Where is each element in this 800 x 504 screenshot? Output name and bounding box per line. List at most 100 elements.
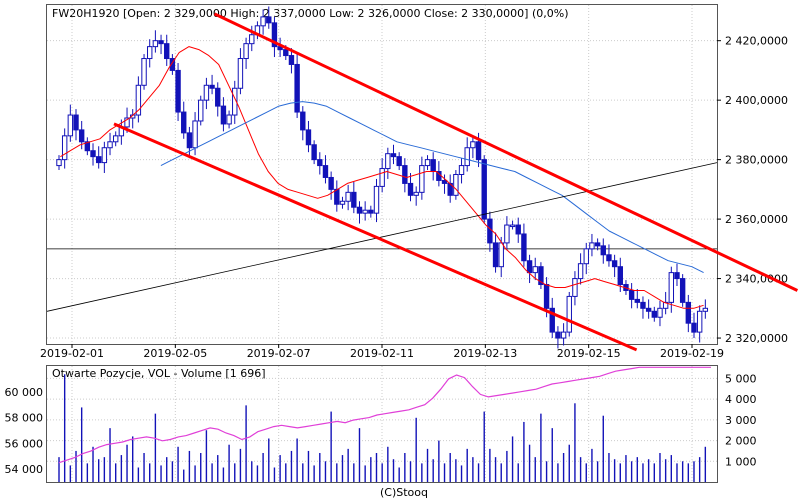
candle-body xyxy=(249,34,255,45)
price-y-tick-label: 2 420,0000 xyxy=(725,35,788,48)
candle-body xyxy=(175,69,181,113)
oi-y-tick-label: 58 000 xyxy=(5,412,44,425)
sma-fast-line xyxy=(60,46,704,309)
x-tick-label: 2019-02-15 xyxy=(557,347,621,360)
price-grid xyxy=(47,5,717,344)
x-tick-label: 2019-02-13 xyxy=(453,347,517,360)
open-interest-line xyxy=(58,366,711,464)
candle-body xyxy=(549,307,555,333)
candle-body xyxy=(322,165,329,178)
candle-body xyxy=(696,310,703,333)
price-y-axis: 2 320,0000 2 340,0000 2 360,0000 2 380,0000… xyxy=(717,35,788,345)
candle-body xyxy=(95,156,102,164)
candle-body xyxy=(294,63,300,113)
volume-y-tick-label: 3 000 xyxy=(725,414,757,427)
candle-body xyxy=(215,87,221,107)
candle-body xyxy=(572,278,578,297)
candle-body xyxy=(430,159,436,173)
x-tick-label: 2019-02-01 xyxy=(40,347,104,360)
volume-series xyxy=(58,366,711,482)
candle-body xyxy=(271,22,278,48)
candle-body xyxy=(634,298,640,303)
candle-body xyxy=(305,129,312,146)
candle-body xyxy=(685,301,692,324)
candle-body xyxy=(260,16,266,27)
price-series xyxy=(46,6,799,352)
candle-body xyxy=(390,153,397,158)
candle-body xyxy=(288,55,295,65)
candle-body xyxy=(84,141,91,152)
volume-y-axes: 54 000 56 000 58 000 60 000 1 000 2 000 3 000 4… xyxy=(5,372,757,476)
x-tick-label: 2019-02-07 xyxy=(247,347,311,360)
candle-body xyxy=(164,43,170,60)
candle-body xyxy=(169,58,176,71)
candle-body xyxy=(243,43,249,60)
candle-body xyxy=(152,40,159,48)
candle-body xyxy=(56,159,62,167)
candle-body xyxy=(147,46,153,60)
candle-body xyxy=(345,191,351,202)
candle-body xyxy=(521,233,527,262)
candle-body xyxy=(351,191,357,208)
candle-body xyxy=(674,272,680,280)
candle-body xyxy=(441,179,448,184)
volume-y-tick-label: 4 000 xyxy=(725,393,757,406)
candle-body xyxy=(543,284,550,309)
price-y-tick-label: 2 400,0000 xyxy=(725,94,788,107)
candle-body xyxy=(158,40,164,45)
candle-body xyxy=(583,248,589,265)
candle-body xyxy=(702,307,709,312)
volume-y-tick-label: 1 000 xyxy=(725,455,757,468)
candle-body xyxy=(226,114,232,125)
candle-body xyxy=(668,272,675,303)
price-y-tick-label: 2 340,0000 xyxy=(725,273,788,286)
price-y-tick-label: 2 360,0000 xyxy=(725,213,788,226)
candle-body xyxy=(124,117,130,128)
candle-body xyxy=(220,105,227,125)
candle-body xyxy=(487,218,493,244)
candle-body xyxy=(107,141,113,149)
price-y-tick-label: 2 380,0000 xyxy=(725,154,788,167)
candle-body xyxy=(611,260,618,268)
candle-body xyxy=(101,147,108,164)
oi-y-tick-label: 56 000 xyxy=(5,437,44,450)
candle-body xyxy=(90,150,96,158)
candle-body xyxy=(181,111,187,134)
candle-body xyxy=(311,144,317,161)
candle-body xyxy=(424,159,431,167)
candle-body xyxy=(198,99,204,122)
candle-body xyxy=(498,242,504,268)
candle-body xyxy=(470,141,476,149)
oi-y-tick-label: 60 000 xyxy=(5,386,44,399)
x-axis: 2019-02-01 2019-02-05 2019-02-07 2019-02-11… xyxy=(40,344,724,360)
candle-body xyxy=(67,114,74,137)
candle-body xyxy=(339,200,346,205)
candle-body xyxy=(526,260,533,274)
oi-y-tick-label: 54 000 xyxy=(5,463,44,476)
candle-body xyxy=(413,191,419,196)
candle-body xyxy=(617,266,623,286)
sma-slow-line xyxy=(160,101,704,274)
channel-lower-line xyxy=(113,122,638,352)
candle-body xyxy=(362,209,368,214)
candle-body xyxy=(141,58,147,86)
candle-body xyxy=(628,289,635,300)
candle-body xyxy=(407,182,414,196)
copyright-label: (C)Stooq xyxy=(380,486,428,499)
candle-body xyxy=(78,129,85,143)
candle-body xyxy=(657,307,663,318)
channel-upper-line xyxy=(213,12,799,292)
price-y-tick-label: 2 320,0000 xyxy=(725,332,788,345)
candle-body xyxy=(317,159,323,167)
candle-body xyxy=(283,49,289,57)
x-tick-label: 2019-02-11 xyxy=(350,347,414,360)
candle-body xyxy=(566,295,572,333)
candle-body xyxy=(492,242,499,268)
candle-body xyxy=(328,176,334,190)
candle-body xyxy=(237,58,244,89)
candle-body xyxy=(560,331,567,339)
candle-body xyxy=(135,84,142,116)
candle-body xyxy=(640,301,646,309)
candle-body xyxy=(691,322,697,333)
